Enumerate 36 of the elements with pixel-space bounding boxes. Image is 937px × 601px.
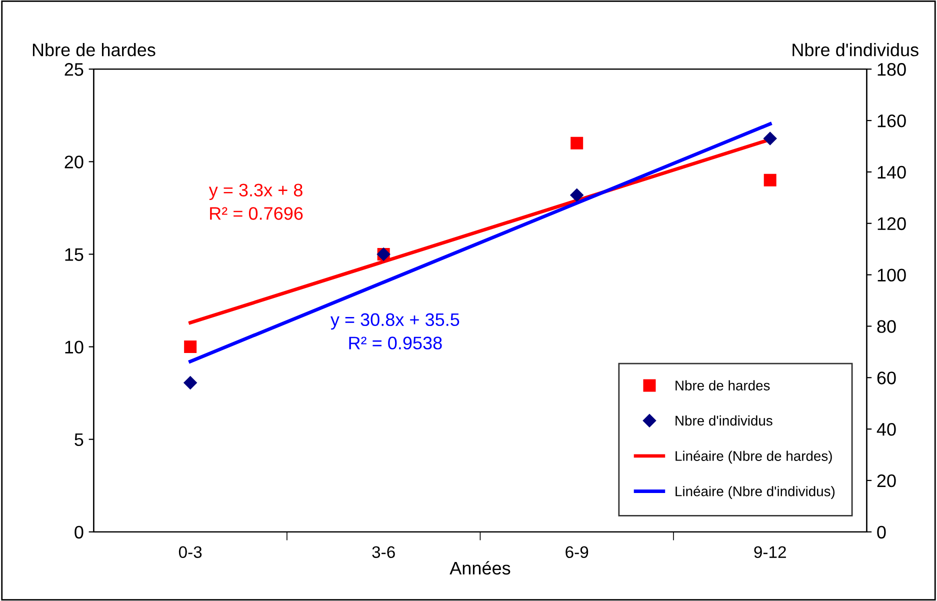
legend-label: Linéaire (Nbre de hardes) (676, 450, 832, 464)
legend-label: Linéaire (Nbre d'individus) (676, 486, 835, 500)
x-tick-label: 3-6 (372, 546, 395, 558)
x-axis-title: Années (450, 561, 510, 575)
y2-tick-label: 100 (878, 268, 906, 282)
point (764, 174, 776, 186)
point (570, 188, 584, 202)
y2-tick-label: 40 (876, 422, 896, 436)
y-tick-label: 5 (74, 433, 84, 446)
y-tick-label: 10 (65, 340, 84, 354)
annotation: y = 3.3x + 8 R² = 0.7696 (208, 184, 303, 220)
point (764, 132, 777, 146)
y-tick-label: 25 (64, 63, 84, 76)
y-tick-label: 15 (65, 248, 84, 261)
y2-tick-label: 60 (877, 372, 896, 384)
y2-axis-title: Nbre d'individus (792, 43, 918, 56)
x-tick-label: 0-3 (178, 546, 202, 558)
legend-label: Nbre d'individus (676, 415, 772, 426)
point (184, 340, 197, 354)
y2-tick-label: 80 (877, 320, 896, 333)
y-tick-label: 0 (74, 526, 84, 539)
y2-tick-label: 160 (878, 114, 906, 128)
y-axis-title: Nbre de hardes (32, 43, 156, 56)
y2-tick-label: 0 (877, 526, 886, 539)
point (570, 136, 584, 150)
annotation: y = 30.8x + 35.5 R² = 0.9538 (330, 313, 460, 350)
line-series (188, 122, 772, 364)
y2-tick-label: 20 (877, 474, 896, 488)
y2-tick-label: 120 (878, 217, 906, 230)
y2-tick-label: 140 (878, 166, 906, 179)
legend-label: Nbre de hardes (676, 380, 770, 390)
x-tick-label: 6-9 (566, 546, 588, 558)
point (184, 376, 197, 390)
x-tick-label: 9-12 (754, 546, 786, 558)
y2-tick-label: 180 (878, 63, 906, 76)
y-tick-label: 20 (64, 156, 84, 168)
